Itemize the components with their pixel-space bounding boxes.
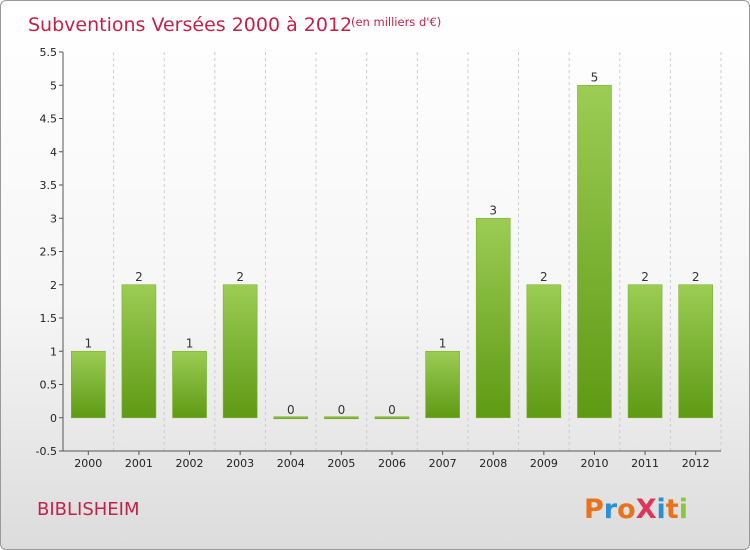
y-tick-label: 3 — [50, 212, 57, 225]
bars — [71, 84, 713, 420]
bar-2003[interactable] — [222, 284, 258, 419]
bar-2001[interactable] — [121, 284, 157, 419]
x-tick-label: 2003 — [226, 457, 254, 470]
y-tick-label: 2.5 — [40, 246, 58, 259]
logo-letter: t — [666, 494, 679, 525]
bar-2008[interactable] — [475, 217, 511, 419]
bar-2012[interactable] — [678, 284, 713, 419]
y-tick-label: 4.5 — [40, 113, 58, 126]
data-label: 1 — [186, 336, 194, 350]
chart-subtitle: (en milliers d'€) — [351, 15, 441, 29]
data-label: 2 — [135, 270, 143, 284]
x-tick-label: 2009 — [530, 457, 558, 470]
x-tick-label: 2005 — [327, 457, 355, 470]
y-tick-label: 5 — [50, 79, 57, 92]
bar-2000[interactable] — [71, 350, 106, 419]
data-label: 2 — [692, 270, 700, 284]
bar-2006[interactable] — [374, 416, 410, 420]
bar-2005[interactable] — [324, 416, 359, 420]
logo-letter: r — [604, 494, 618, 525]
y-tick-label: 1.5 — [40, 312, 58, 325]
y-tick-label: 3.5 — [40, 179, 58, 192]
y-tick-label: 0.5 — [40, 379, 58, 392]
y-tick-label: 4 — [50, 146, 57, 159]
bar-2009[interactable] — [526, 284, 562, 419]
x-tick-label: 2000 — [74, 457, 102, 470]
data-label: 1 — [84, 336, 92, 350]
y-tick-label: 2 — [50, 279, 57, 292]
data-label: 0 — [388, 403, 396, 417]
commune-name: BIBLISHEIM — [37, 499, 140, 520]
logo-letter: i — [657, 494, 666, 525]
data-label: 0 — [338, 403, 346, 417]
y-tick-label: 0 — [50, 412, 57, 425]
x-tick-label: 2001 — [125, 457, 153, 470]
data-label: 1 — [439, 336, 447, 350]
data-label: 2 — [236, 270, 244, 284]
x-tick-label: 2002 — [176, 457, 204, 470]
x-tick-label: 2012 — [682, 457, 710, 470]
logo-letter: i — [679, 494, 688, 525]
bar-2002[interactable] — [172, 350, 207, 419]
bar-2011[interactable] — [627, 284, 663, 419]
logo-letter: o — [617, 494, 636, 525]
data-label: 0 — [287, 403, 295, 417]
x-tick-label: 2011 — [631, 457, 659, 470]
data-label: 5 — [591, 70, 599, 84]
data-label: 3 — [489, 203, 497, 217]
x-tick-label: 2004 — [277, 457, 305, 470]
grid-lines — [62, 52, 722, 451]
bar-2010[interactable] — [577, 84, 612, 419]
bar-2007[interactable] — [425, 350, 460, 419]
x-tick-label: 2007 — [429, 457, 457, 470]
bar-2004[interactable] — [273, 416, 309, 420]
data-labels: 1 2 1 2 0 0 0 1 3 2 5 2 2 — [84, 70, 699, 417]
chart-title: Subventions Versées 2000 à 2012 — [28, 14, 352, 36]
y-tick-label: 5.5 — [40, 46, 58, 59]
logo-letter: X — [636, 494, 657, 525]
data-label: 2 — [641, 270, 649, 284]
y-tick-label: 1 — [50, 345, 57, 358]
x-tick-label: 2010 — [580, 457, 608, 470]
x-tick-label: 2008 — [479, 457, 507, 470]
x-tick-label: 2006 — [378, 457, 406, 470]
logo-letter: P — [584, 494, 604, 525]
data-label: 2 — [540, 270, 548, 284]
proxiti-logo[interactable]: ProXiti — [584, 494, 688, 525]
y-tick-label: -0.5 — [36, 445, 57, 458]
